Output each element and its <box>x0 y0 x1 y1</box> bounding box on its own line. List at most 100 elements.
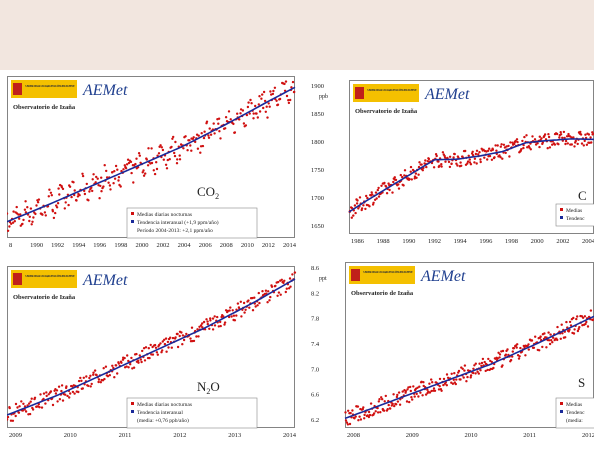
data-point <box>142 169 145 172</box>
data-point <box>589 136 592 139</box>
data-point <box>403 169 407 172</box>
data-point <box>87 199 90 202</box>
data-point <box>196 147 200 150</box>
data-point <box>105 176 109 179</box>
data-point <box>261 290 264 293</box>
data-point <box>397 187 401 190</box>
data-point <box>487 357 490 361</box>
data-point <box>189 144 192 147</box>
data-point <box>96 177 99 180</box>
data-point <box>426 388 429 391</box>
data-point <box>218 130 221 133</box>
data-point <box>18 217 21 220</box>
legend-entry: Tendenc <box>566 216 585 222</box>
data-point <box>17 213 20 216</box>
data-point <box>80 379 83 382</box>
data-point <box>201 144 205 148</box>
data-point <box>261 93 264 96</box>
data-point <box>45 391 48 394</box>
data-point <box>539 335 542 338</box>
data-point <box>87 384 90 388</box>
data-point <box>538 349 541 352</box>
data-point <box>92 371 95 374</box>
data-point <box>543 332 546 335</box>
data-point <box>103 164 106 167</box>
data-point <box>480 364 483 368</box>
data-point <box>501 349 505 353</box>
data-point <box>160 146 163 149</box>
data-point <box>396 393 399 397</box>
data-point <box>420 380 423 383</box>
top-band <box>0 0 594 70</box>
data-point <box>555 132 559 136</box>
data-point <box>165 167 169 170</box>
gas-subscript: 2 <box>206 387 210 396</box>
data-point <box>293 90 296 94</box>
aemet-logo-text: AEMet <box>82 82 128 99</box>
data-point <box>60 186 64 189</box>
data-point <box>37 198 41 201</box>
panel-separator-horizontal <box>0 248 594 258</box>
data-point <box>479 369 482 372</box>
data-point <box>123 164 127 167</box>
data-point <box>548 146 552 149</box>
data-point <box>486 158 489 161</box>
data-point <box>275 99 278 102</box>
aemet-logo: MINISTERIO DE AGRICULTURA, ALIMENTACIÓN … <box>11 270 128 289</box>
data-point <box>88 190 91 193</box>
data-point <box>433 389 437 392</box>
data-point <box>591 131 594 134</box>
data-point <box>109 188 112 191</box>
data-point <box>572 332 576 335</box>
data-point <box>501 157 504 160</box>
data-point <box>258 301 261 305</box>
data-point <box>366 196 369 200</box>
data-point <box>533 138 537 141</box>
data-point <box>527 343 530 346</box>
agency-name: MINISTERIO DE AGRICULTURA, ALIMENTACIÓN … <box>363 269 413 275</box>
x-tick-label: 2002 <box>157 242 170 248</box>
data-point <box>73 189 76 192</box>
data-point <box>211 317 215 320</box>
data-point <box>219 324 222 328</box>
data-point <box>452 156 455 159</box>
data-point <box>455 162 458 165</box>
data-point <box>19 213 22 216</box>
data-point <box>380 184 383 187</box>
data-point <box>479 158 482 161</box>
legend-entry: Tendencia interanual (+1,9 ppm/año) <box>137 219 219 226</box>
data-point <box>396 400 400 403</box>
data-point <box>195 335 198 338</box>
data-point <box>14 414 17 418</box>
data-point <box>184 135 187 138</box>
data-point <box>186 149 189 152</box>
data-point <box>83 189 86 193</box>
data-point <box>467 154 470 157</box>
data-point <box>108 184 112 187</box>
data-point <box>558 136 561 139</box>
data-point <box>97 378 101 381</box>
data-point <box>54 392 58 395</box>
data-point <box>174 336 177 339</box>
data-point <box>143 359 147 362</box>
data-point <box>85 182 89 186</box>
data-point <box>344 411 347 414</box>
data-point <box>551 341 554 344</box>
x-tick-label: 1988 <box>377 238 390 245</box>
data-point <box>543 133 547 136</box>
data-point <box>398 403 402 406</box>
data-point <box>548 342 552 346</box>
data-point <box>203 130 206 133</box>
data-point <box>577 327 580 331</box>
data-point <box>463 364 467 367</box>
data-point <box>33 396 37 399</box>
data-point <box>137 359 140 362</box>
aemet-logo-text: AEMet <box>424 86 470 103</box>
data-point <box>94 181 97 184</box>
data-point <box>383 181 386 185</box>
data-point <box>576 142 579 146</box>
data-point <box>244 308 247 311</box>
data-point <box>559 133 563 136</box>
y-unit-label: ppb <box>319 94 328 100</box>
data-point <box>197 335 200 338</box>
